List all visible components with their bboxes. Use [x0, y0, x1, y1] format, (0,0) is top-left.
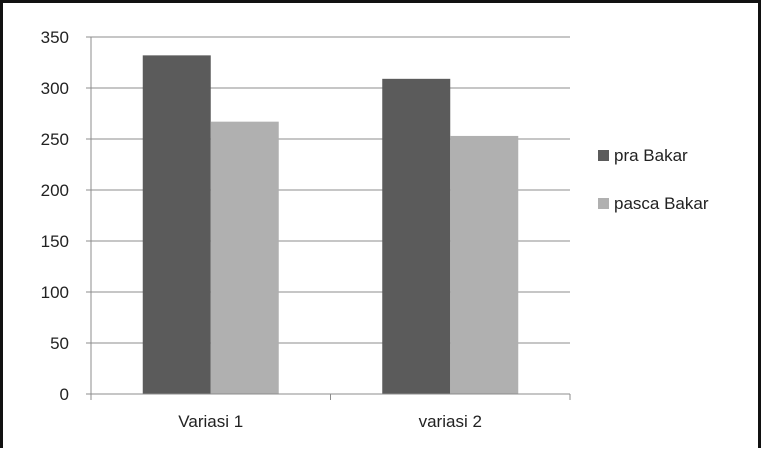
legend: pra Bakar pasca Bakar: [598, 146, 709, 213]
axes: [86, 36, 571, 400]
bars: [142, 55, 519, 395]
legend-swatch-1: [598, 150, 609, 161]
bar-pasca-bakar-1: [210, 121, 279, 394]
y-tick-label: 250: [41, 130, 69, 149]
y-tick-label: 150: [41, 232, 69, 251]
x-tick-label: Variasi 1: [178, 412, 243, 431]
y-tick-labels: 0 50 100 150 200 250 300 350: [41, 28, 69, 404]
bar-pra-bakar-1: [142, 55, 211, 395]
x-tick-label: variasi 2: [419, 412, 482, 431]
y-tick-label: 200: [41, 181, 69, 200]
y-tick-label: 0: [60, 385, 69, 404]
legend-label-1: pra Bakar: [614, 146, 688, 165]
y-tick-label: 350: [41, 28, 69, 47]
y-tick-label: 50: [50, 334, 69, 353]
bar-chart: 0 50 100 150 200 250 300 350 Variasi 1 variasi 2…: [41, 28, 709, 431]
y-tick-label: 300: [41, 79, 69, 98]
bar-pra-bakar-2: [382, 78, 451, 394]
bar-pasca-bakar-2: [450, 135, 519, 394]
legend-swatch-2: [598, 198, 609, 209]
x-tick-labels: Variasi 1 variasi 2: [178, 412, 482, 431]
y-tick-label: 100: [41, 283, 69, 302]
legend-label-2: pasca Bakar: [614, 194, 709, 213]
